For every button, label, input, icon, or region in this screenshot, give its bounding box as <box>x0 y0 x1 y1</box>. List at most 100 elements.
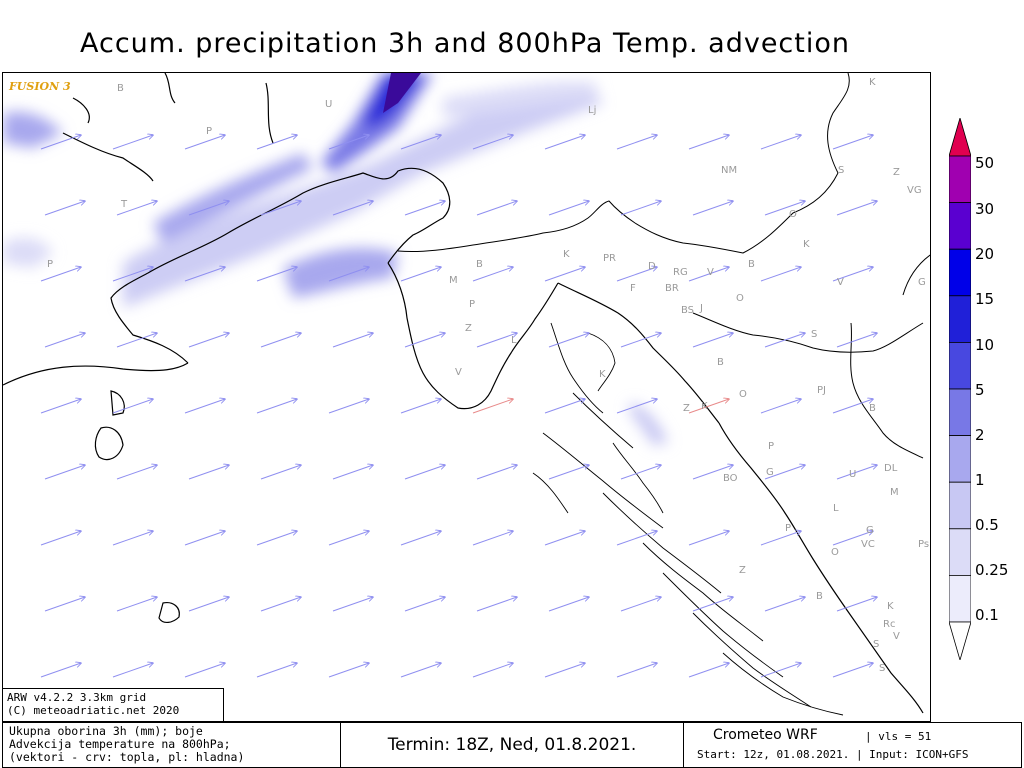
colorbar-label: 0.1 <box>975 606 999 624</box>
advection-vector <box>184 663 225 678</box>
footer-description: Ukupna oborina 3h (mm); boje Advekcija t… <box>3 723 341 767</box>
advection-vector <box>44 597 85 612</box>
advection-vector <box>836 333 877 348</box>
colorbar-segment <box>949 574 971 623</box>
place-label: Z <box>683 403 690 414</box>
colorbar-label: 15 <box>975 290 995 308</box>
place-label: Z <box>739 565 746 576</box>
place-label: K <box>887 601 894 612</box>
map-canvas <box>3 73 930 716</box>
advection-vector <box>764 333 805 348</box>
place-label: K <box>869 77 876 88</box>
advection-vector <box>112 531 153 546</box>
advection-vector <box>476 465 517 480</box>
advection-vector <box>688 399 729 414</box>
place-label: M <box>449 275 458 286</box>
advection-vector <box>44 465 85 480</box>
advection-vector <box>400 267 441 282</box>
place-label: PR <box>603 253 616 264</box>
place-label: Z <box>465 323 472 334</box>
place-label: Lj <box>588 105 597 116</box>
place-label: P <box>768 441 775 452</box>
place-label: F <box>630 283 636 294</box>
advection-vector <box>544 663 585 678</box>
place-label: BS <box>681 305 695 316</box>
credit-copyright-line: (C) meteoadriatic.net 2020 <box>7 704 180 717</box>
place-label: G <box>766 467 774 478</box>
advection-vector <box>688 663 729 678</box>
advection-vector <box>44 201 85 216</box>
colorbar-label: 1 <box>975 471 985 489</box>
place-label: L <box>511 335 517 346</box>
advection-vector <box>332 333 373 348</box>
advection-vector <box>548 597 589 612</box>
colorbar-label: 30 <box>975 200 995 218</box>
place-label: RG <box>673 267 688 278</box>
place-label: G <box>866 525 874 536</box>
advection-vector <box>40 135 81 150</box>
advection-vector <box>544 267 585 282</box>
advection-vector <box>692 333 733 348</box>
advection-vector <box>760 267 801 282</box>
advection-vector <box>112 399 153 414</box>
place-label: P <box>47 259 54 270</box>
advection-vector <box>112 663 153 678</box>
advection-vector <box>260 201 301 216</box>
brand-logo: FUSION 3 <box>9 80 71 93</box>
colorbar-bottom-cap <box>949 621 971 660</box>
place-label: D <box>648 261 656 272</box>
colorbar-segment <box>949 528 971 576</box>
advection-vector <box>544 135 585 150</box>
advection-vector <box>400 531 441 546</box>
place-label: S <box>838 165 845 176</box>
advection-vector <box>328 663 369 678</box>
map-panel: FUSION 3 B U P T P Lj K NM S Z VG O K G … <box>2 72 931 722</box>
place-label: Z <box>893 167 900 178</box>
advection-vector <box>116 201 157 216</box>
advection-vector <box>832 135 873 150</box>
country-borders <box>397 73 930 459</box>
advection-vector <box>616 663 657 678</box>
advection-vector <box>472 267 513 282</box>
colorbar-label: 10 <box>975 336 995 354</box>
advection-vector <box>184 531 225 546</box>
advection-vector <box>832 663 873 678</box>
advection-vector <box>260 333 301 348</box>
advection-vector <box>188 201 229 216</box>
advection-vector <box>548 201 589 216</box>
colorbar-segment <box>949 155 971 203</box>
forecast-time: Termin: 18Z, Ned, 01.8.2021. <box>341 723 684 767</box>
colorbar-segment <box>949 388 971 436</box>
advection-vector <box>256 531 297 546</box>
advection-vector <box>760 663 801 678</box>
place-label: Ps <box>918 539 930 550</box>
colorbar-segment <box>949 295 971 343</box>
model-levels: | vls = 51 <box>865 730 932 743</box>
advection-vector <box>764 465 805 480</box>
model-name: Crometeo WRF <box>713 727 818 743</box>
advection-vector <box>400 135 441 150</box>
advection-vector <box>40 663 81 678</box>
coastline <box>3 73 924 716</box>
advection-vector <box>832 399 873 414</box>
advection-vector <box>256 399 297 414</box>
advection-vector <box>688 135 729 150</box>
advection-vector <box>184 399 225 414</box>
place-label: P <box>785 523 792 534</box>
place-label: P <box>206 126 213 137</box>
place-label: BR <box>665 283 679 294</box>
advection-vector <box>256 663 297 678</box>
place-label: S <box>873 639 880 650</box>
advection-vector <box>328 531 369 546</box>
advection-vector <box>476 333 517 348</box>
advection-vector <box>40 267 81 282</box>
advection-vector <box>400 399 441 414</box>
place-label: L <box>833 503 839 514</box>
advection-vectors <box>40 135 877 678</box>
advection-vector <box>620 201 661 216</box>
advection-vector <box>472 531 513 546</box>
advection-vector <box>688 267 729 282</box>
place-label: S <box>879 663 886 674</box>
place-label: V <box>707 267 714 278</box>
place-label: DL <box>884 463 898 474</box>
